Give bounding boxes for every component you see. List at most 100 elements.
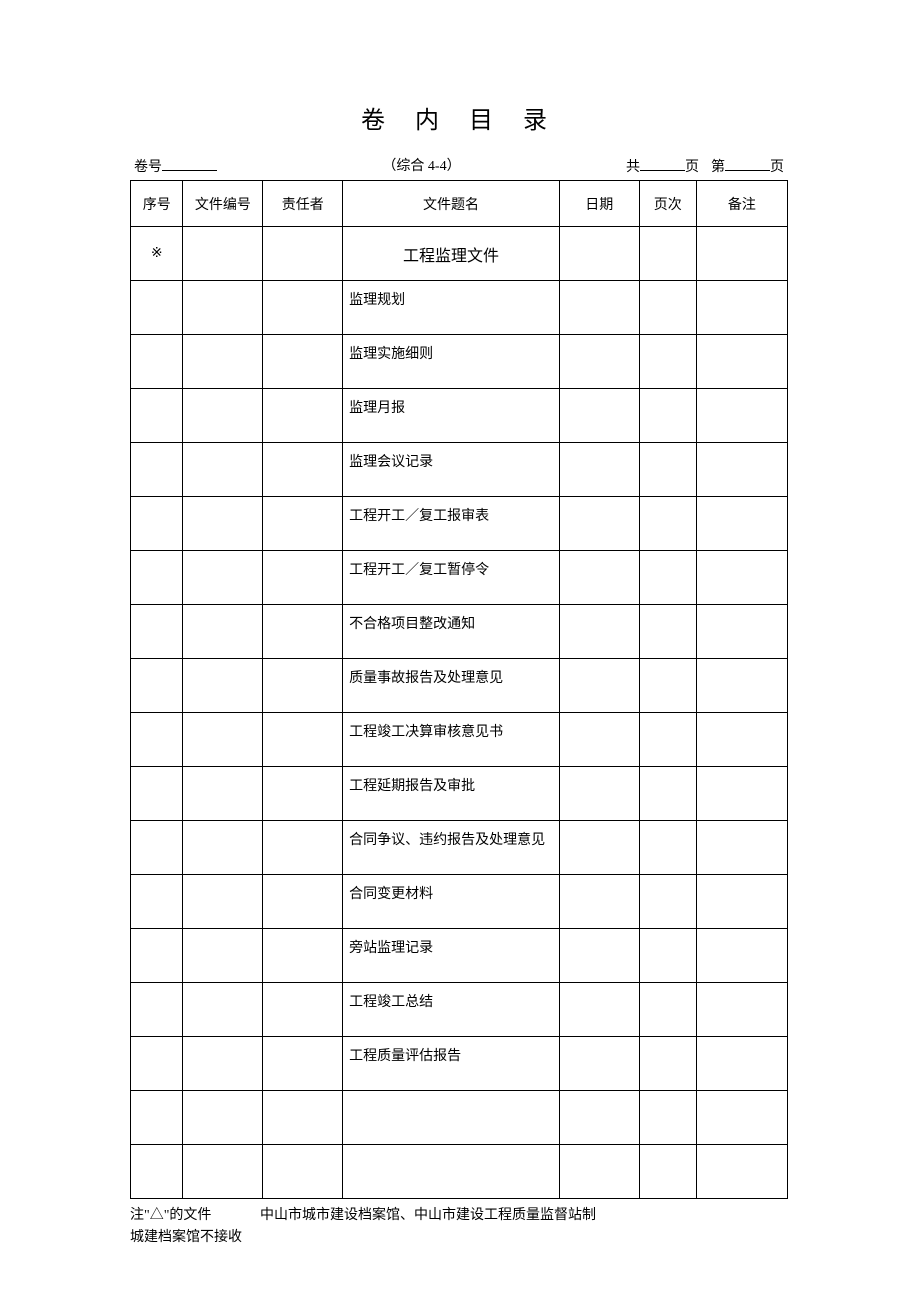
cell-seq [131,1145,183,1199]
cell-seq [131,767,183,821]
cell-docno [183,1145,263,1199]
cell-resp [263,335,343,389]
cell-date [559,335,639,389]
col-header-docno: 文件编号 [183,181,263,227]
cell-seq [131,605,183,659]
cell-remark [696,605,787,659]
cell-resp [263,1037,343,1091]
current-value-underline [725,155,770,171]
cell-title [343,1145,560,1199]
cell-resp [263,605,343,659]
page-unit-1: 页 [685,156,699,176]
cell-page [639,335,696,389]
cell-seq [131,335,183,389]
volume-value-underline [162,155,217,171]
cell-seq [131,551,183,605]
total-value-underline [640,155,685,171]
cell-resp [263,497,343,551]
table-row: 监理会议记录 [131,443,788,497]
cell-title: 不合格项目整改通知 [343,605,560,659]
cell-resp [263,821,343,875]
page-title: 卷 内 目 录 [130,100,790,135]
cell-resp [263,389,343,443]
cell-docno [183,281,263,335]
col-header-page: 页次 [639,181,696,227]
cell-resp [263,1091,343,1145]
col-header-seq: 序号 [131,181,183,227]
footer-note2: 城建档案馆不接收 [130,1227,788,1249]
cell-title: 工程监理文件 [343,227,560,281]
cell-docno [183,389,263,443]
table-header-row: 序号 文件编号 责任者 文件题名 日期 页次 备注 [131,181,788,227]
table-row: 监理月报 [131,389,788,443]
cell-docno [183,767,263,821]
cell-date [559,767,639,821]
cell-resp [263,1145,343,1199]
footer-note1-left: 注"△"的文件 [130,1205,260,1227]
cell-page [639,389,696,443]
cell-remark [696,1145,787,1199]
cell-docno [183,821,263,875]
cell-seq [131,1091,183,1145]
col-header-remark: 备注 [696,181,787,227]
cell-remark [696,983,787,1037]
table-row: 监理规划 [131,281,788,335]
cell-remark [696,713,787,767]
cell-remark [696,929,787,983]
cell-docno [183,227,263,281]
cell-resp [263,713,343,767]
cell-seq [131,929,183,983]
cell-docno [183,983,263,1037]
cell-remark [696,875,787,929]
cell-title: 工程竣工总结 [343,983,560,1037]
table-row: 合同变更材料 [131,875,788,929]
cell-remark [696,821,787,875]
cell-page [639,821,696,875]
cell-resp [263,929,343,983]
cell-title: 工程开工／复工暂停令 [343,551,560,605]
table-row: 工程延期报告及审批 [131,767,788,821]
cell-date [559,821,639,875]
col-header-date: 日期 [559,181,639,227]
col-header-title: 文件题名 [343,181,560,227]
cell-remark [696,335,787,389]
current-prefix: 第 [711,156,725,176]
cell-title: 合同争议、违约报告及处理意见 [343,821,560,875]
cell-date [559,551,639,605]
table-row [131,1091,788,1145]
header-row: 卷号 （综合 4-4） 共 页 第 页 [130,155,788,176]
page-unit-2: 页 [770,156,784,176]
cell-date [559,713,639,767]
cell-docno [183,497,263,551]
cell-seq [131,443,183,497]
cell-page [639,551,696,605]
table-row: ※工程监理文件 [131,227,788,281]
cell-docno [183,443,263,497]
table-row: 质量事故报告及处理意见 [131,659,788,713]
cell-seq [131,875,183,929]
cell-page [639,767,696,821]
cell-page [639,1091,696,1145]
cell-seq [131,281,183,335]
cell-page [639,1037,696,1091]
cell-seq [131,497,183,551]
table-row: 工程质量评估报告 [131,1037,788,1091]
cell-page [639,659,696,713]
cell-page [639,1145,696,1199]
cell-resp [263,227,343,281]
cell-docno [183,551,263,605]
cell-resp [263,551,343,605]
cell-page [639,983,696,1037]
footer-line-1: 注"△"的文件 中山市城市建设档案馆、中山市建设工程质量监督站制 [130,1205,788,1227]
table-row: 监理实施细则 [131,335,788,389]
cell-title: 监理月报 [343,389,560,443]
cell-remark [696,227,787,281]
cell-remark [696,767,787,821]
volume-label: 卷号 [134,156,162,176]
cell-title: 工程竣工决算审核意见书 [343,713,560,767]
cell-docno [183,929,263,983]
cell-title: 监理实施细则 [343,335,560,389]
cell-title: 旁站监理记录 [343,929,560,983]
cell-date [559,1145,639,1199]
cell-resp [263,281,343,335]
